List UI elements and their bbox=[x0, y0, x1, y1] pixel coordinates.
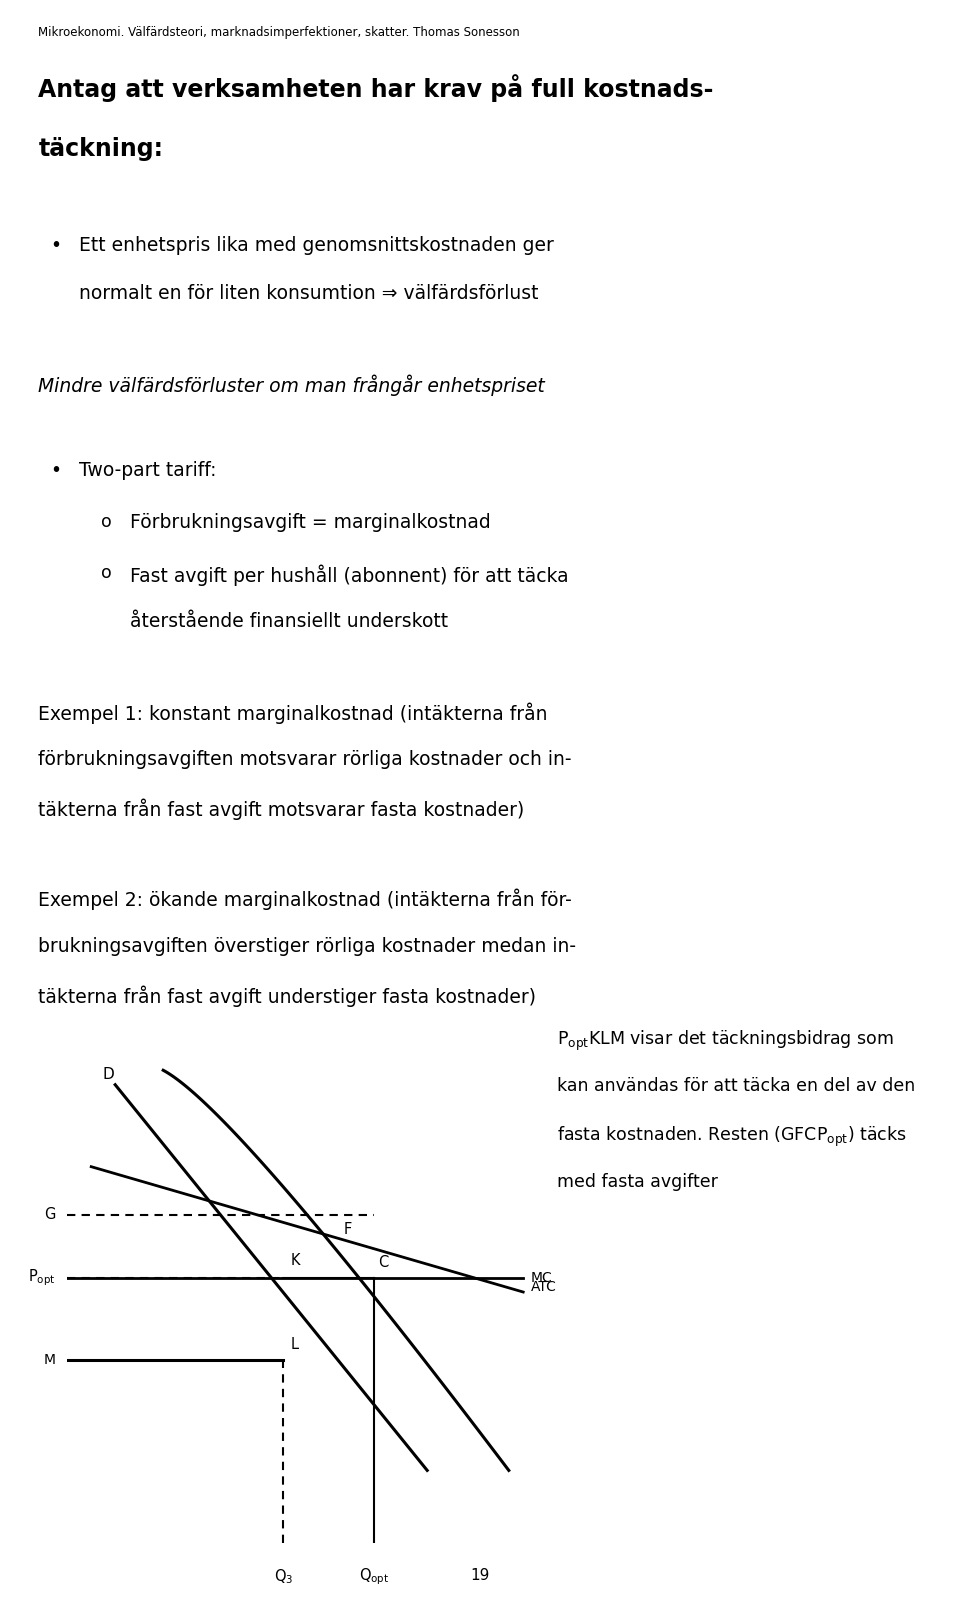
Text: återstående finansiellt underskott: återstående finansiellt underskott bbox=[130, 612, 447, 632]
Text: Exempel 2: ökande marginalkostnad (intäkterna från för-: Exempel 2: ökande marginalkostnad (intäk… bbox=[38, 889, 572, 910]
Text: med fasta avgifter: med fasta avgifter bbox=[557, 1173, 718, 1191]
Text: •: • bbox=[50, 236, 61, 256]
Text: ATC: ATC bbox=[531, 1281, 556, 1294]
Text: Q$_{\mathrm{opt}}$: Q$_{\mathrm{opt}}$ bbox=[359, 1567, 390, 1588]
Text: Förbrukningsavgift = marginalkostnad: Förbrukningsavgift = marginalkostnad bbox=[130, 513, 491, 532]
Text: C: C bbox=[378, 1255, 389, 1271]
Text: täkterna från fast avgift understiger fasta kostnader): täkterna från fast avgift understiger fa… bbox=[38, 985, 537, 1006]
Text: D: D bbox=[102, 1067, 114, 1083]
Text: Q$_3$: Q$_3$ bbox=[274, 1567, 293, 1586]
Text: G: G bbox=[44, 1207, 56, 1223]
Text: o: o bbox=[101, 513, 111, 530]
Text: Ett enhetspris lika med genomsnittskostnaden ger: Ett enhetspris lika med genomsnittskostn… bbox=[79, 236, 554, 256]
Text: L: L bbox=[291, 1337, 299, 1353]
Text: Mindre välfärdsförluster om man frångår enhetspriset: Mindre välfärdsförluster om man frångår … bbox=[38, 374, 545, 395]
Text: Two-part tariff:: Two-part tariff: bbox=[79, 461, 216, 480]
Text: Fast avgift per hushåll (abonnent) för att täcka: Fast avgift per hushåll (abonnent) för a… bbox=[130, 564, 568, 585]
Text: •: • bbox=[50, 461, 61, 480]
Text: förbrukningsavgiften motsvarar rörliga kostnader och in-: förbrukningsavgiften motsvarar rörliga k… bbox=[38, 750, 572, 770]
Text: täkterna från fast avgift motsvarar fasta kostnader): täkterna från fast avgift motsvarar fast… bbox=[38, 799, 525, 820]
Text: F: F bbox=[344, 1221, 352, 1237]
Text: P$_{\mathrm{opt}}$: P$_{\mathrm{opt}}$ bbox=[28, 1268, 56, 1287]
Text: MC: MC bbox=[531, 1271, 552, 1284]
Text: kan användas för att täcka en del av den: kan användas för att täcka en del av den bbox=[557, 1077, 915, 1094]
Text: fasta kostnaden. Resten (GFCP$_{\mathrm{opt}}$) täcks: fasta kostnaden. Resten (GFCP$_{\mathrm{… bbox=[557, 1125, 906, 1149]
Text: Mikroekonomi. Välfärdsteori, marknadsimperfektioner, skatter. Thomas Sonesson: Mikroekonomi. Välfärdsteori, marknadsimp… bbox=[38, 26, 520, 39]
Text: Exempel 1: konstant marginalkostnad (intäkterna från: Exempel 1: konstant marginalkostnad (int… bbox=[38, 702, 548, 723]
Text: M: M bbox=[43, 1353, 56, 1366]
Text: K: K bbox=[291, 1253, 300, 1268]
Text: normalt en för liten konsumtion ⇒ välfärdsförlust: normalt en för liten konsumtion ⇒ välfär… bbox=[79, 284, 539, 304]
Text: P$_{\mathrm{opt}}$KLM visar det täckningsbidrag som: P$_{\mathrm{opt}}$KLM visar det täckning… bbox=[557, 1028, 894, 1053]
Text: brukningsavgiften överstiger rörliga kostnader medan in-: brukningsavgiften överstiger rörliga kos… bbox=[38, 937, 576, 956]
Text: o: o bbox=[101, 564, 111, 582]
Text: 19: 19 bbox=[470, 1568, 490, 1583]
Text: Antag att verksamheten har krav på full kostnads-: Antag att verksamheten har krav på full … bbox=[38, 74, 714, 101]
Text: täckning:: täckning: bbox=[38, 137, 163, 161]
